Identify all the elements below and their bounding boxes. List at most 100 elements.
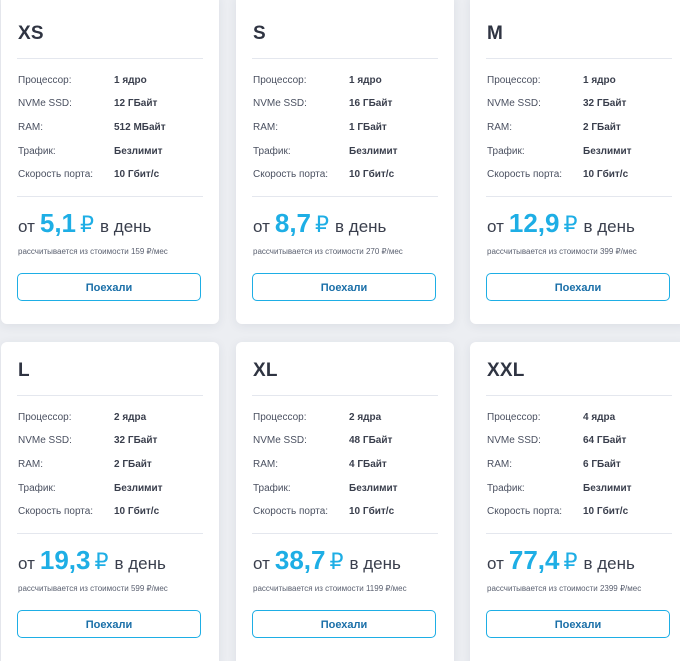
price-amount: 19,3 <box>39 545 91 575</box>
plan-card-xs: XS Процессор: 1 ядро NVMe SSD: 12 ГБайт RA… <box>1 0 219 324</box>
spec-label: NVMe SSD: <box>18 435 72 446</box>
spec-row-port: Скорость порта: 10 Гбит/с <box>18 506 209 522</box>
spec-row-traffic: Трафик: Безлимит <box>18 146 209 162</box>
spec-label: Процессор: <box>18 75 72 86</box>
plan-card-m: M Процессор: 1 ядро NVMe SSD: 32 ГБайт RAM… <box>470 0 680 324</box>
price-prefix: от <box>253 554 270 573</box>
order-button[interactable]: Поехали <box>17 610 201 638</box>
spec-label: Процессор: <box>253 75 307 86</box>
spec-row-cpu: Процессор: 1 ядро <box>18 75 209 91</box>
order-button[interactable]: Поехали <box>486 273 670 301</box>
spec-value: Безлимит <box>349 483 398 494</box>
spec-label: RAM: <box>253 122 278 133</box>
spec-row-cpu: Процессор: 2 ядра <box>253 412 444 428</box>
spec-label: Скорость порта: <box>18 169 94 180</box>
spec-value: 2 ядра <box>349 412 382 423</box>
divider <box>252 196 438 197</box>
price-amount: 8,7 <box>274 208 312 238</box>
spec-row-cpu: Процессор: 1 ядро <box>253 75 444 91</box>
spec-value: 10 Гбит/с <box>349 169 395 180</box>
spec-value: Безлимит <box>114 146 163 157</box>
spec-value: 512 МБайт <box>114 122 166 133</box>
spec-value: Безлимит <box>114 483 163 494</box>
spec-row-ssd: NVMe SSD: 48 ГБайт <box>253 435 444 451</box>
spec-label: Скорость порта: <box>18 506 94 517</box>
divider <box>17 395 203 396</box>
plan-name: XL <box>253 360 278 381</box>
spec-value: Безлимит <box>349 146 398 157</box>
order-button[interactable]: Поехали <box>252 610 436 638</box>
spec-value: 10 Гбит/с <box>114 169 160 180</box>
order-button[interactable]: Поехали <box>17 273 201 301</box>
spec-label: Процессор: <box>487 412 541 423</box>
spec-value: 1 ядро <box>114 75 147 86</box>
price-line: от 12,9 ₽ в день <box>487 208 635 239</box>
spec-label: RAM: <box>18 459 43 470</box>
plan-card-s: S Процессор: 1 ядро NVMe SSD: 16 ГБайт RAM… <box>236 0 454 324</box>
spec-label: NVMe SSD: <box>253 435 307 446</box>
spec-row-ssd: NVMe SSD: 32 ГБайт <box>18 435 209 451</box>
order-button[interactable]: Поехали <box>486 610 670 638</box>
spec-row-ssd: NVMe SSD: 32 ГБайт <box>487 98 678 114</box>
spec-value: 32 ГБайт <box>583 98 627 109</box>
spec-label: Трафик: <box>487 483 525 494</box>
divider <box>17 196 203 197</box>
plan-name: XXL <box>487 360 525 381</box>
price-note: рассчитывается из стоимости 599 ₽/мес <box>18 584 168 593</box>
plan-card-xxl: XXL Процессор: 4 ядра NVMe SSD: 64 ГБайт R… <box>470 342 680 661</box>
price-amount: 77,4 <box>508 545 560 575</box>
spec-label: NVMe SSD: <box>18 98 72 109</box>
spec-row-port: Скорость порта: 10 Гбит/с <box>253 169 444 185</box>
spec-label: Трафик: <box>18 146 56 157</box>
price-line: от 38,7 ₽ в день <box>253 545 401 576</box>
plan-name: S <box>253 23 266 44</box>
order-button[interactable]: Поехали <box>252 273 436 301</box>
spec-label: Процессор: <box>253 412 307 423</box>
price-prefix: от <box>253 217 270 236</box>
spec-value: 6 ГБайт <box>583 459 621 470</box>
price-note: рассчитывается из стоимости 1199 ₽/мес <box>253 584 407 593</box>
plan-name: M <box>487 23 504 44</box>
spec-value: 1 ядро <box>349 75 382 86</box>
spec-row-traffic: Трафик: Безлимит <box>253 146 444 162</box>
price-suffix: в день <box>335 217 387 236</box>
ruble-icon: ₽ <box>329 549 344 574</box>
divider <box>252 58 438 59</box>
price-suffix: в день <box>349 554 401 573</box>
spec-row-port: Скорость порта: 10 Гбит/с <box>487 169 678 185</box>
spec-label: Трафик: <box>253 146 291 157</box>
spec-value: 10 Гбит/с <box>114 506 160 517</box>
spec-row-ram: RAM: 2 ГБайт <box>487 122 678 138</box>
spec-label: RAM: <box>487 459 512 470</box>
spec-value: 2 ГБайт <box>114 459 152 470</box>
spec-row-ram: RAM: 4 ГБайт <box>253 459 444 475</box>
spec-label: NVMe SSD: <box>253 98 307 109</box>
plan-name: XS <box>18 23 44 44</box>
price-suffix: в день <box>583 554 635 573</box>
spec-value: 12 ГБайт <box>114 98 158 109</box>
spec-label: NVMe SSD: <box>487 435 541 446</box>
spec-row-ssd: NVMe SSD: 16 ГБайт <box>253 98 444 114</box>
spec-value: 10 Гбит/с <box>583 506 629 517</box>
spec-row-traffic: Трафик: Безлимит <box>18 483 209 499</box>
spec-row-ram: RAM: 6 ГБайт <box>487 459 678 475</box>
spec-label: Трафик: <box>487 146 525 157</box>
spec-row-port: Скорость порта: 10 Гбит/с <box>253 506 444 522</box>
spec-value: 2 ядра <box>114 412 147 423</box>
spec-label: RAM: <box>253 459 278 470</box>
spec-value: 64 ГБайт <box>583 435 627 446</box>
price-line: от 77,4 ₽ в день <box>487 545 635 576</box>
price-note: рассчитывается из стоимости 2399 ₽/мес <box>487 584 642 593</box>
price-prefix: от <box>18 554 35 573</box>
spec-label: Трафик: <box>253 483 291 494</box>
price-suffix: в день <box>114 554 166 573</box>
spec-row-traffic: Трафик: Безлимит <box>487 483 678 499</box>
price-line: от 5,1 ₽ в день <box>18 208 151 239</box>
spec-value: 32 ГБайт <box>114 435 158 446</box>
price-prefix: от <box>18 217 35 236</box>
spec-label: RAM: <box>18 122 43 133</box>
spec-label: Скорость порта: <box>487 506 563 517</box>
ruble-icon: ₽ <box>315 212 330 237</box>
spec-row-traffic: Трафик: Безлимит <box>253 483 444 499</box>
price-suffix: в день <box>583 217 635 236</box>
